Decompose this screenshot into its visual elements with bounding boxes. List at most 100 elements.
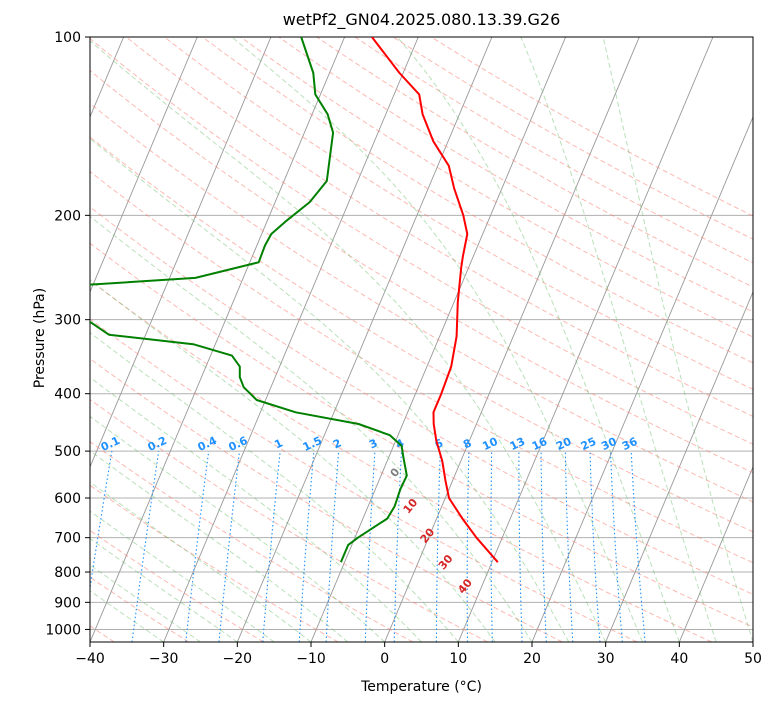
mixing-ratio-line (90, 451, 113, 592)
y-tick-label: 900 (54, 595, 81, 611)
y-tick-label: 500 (54, 444, 81, 460)
y-tick-label: 700 (54, 531, 81, 547)
moist-adiabat-line (90, 590, 164, 642)
dry-adiabat-line (90, 136, 753, 533)
isotherm-line (531, 115, 753, 642)
mixing-ratio-label: 30 (599, 435, 619, 453)
mixing-ratio-line (490, 451, 493, 642)
y-tick-label: 300 (54, 313, 81, 329)
isotherm-line (384, 37, 640, 642)
dry-adiabat-line (90, 242, 753, 628)
dry-adiabat-line (90, 170, 753, 564)
moist-adiabat-line (520, 37, 717, 642)
x-tick-label: −30 (149, 651, 179, 667)
mixing-ratio-label: 1 (272, 436, 284, 451)
x-tick-label: 30 (597, 651, 615, 667)
mixing-ratio-line (435, 451, 441, 642)
dry-adiabat-line (278, 37, 753, 313)
dry-adiabat-line (90, 318, 638, 642)
dry-adiabat-line (90, 206, 753, 595)
moist-adiabat-line (90, 481, 312, 642)
isotherm-line (605, 290, 753, 642)
background-lines (90, 37, 753, 642)
dry-adiabat-line (90, 529, 264, 642)
dry-adiabat-line (163, 37, 753, 390)
mixing-ratio-line (466, 451, 470, 642)
moist-adiabat-line (90, 332, 459, 642)
moist-adiabat-line (90, 510, 275, 642)
dry-adiabat-line (316, 37, 753, 288)
isotherm-line (678, 465, 753, 642)
mixing-ratio-label: 10 (480, 435, 500, 453)
dry-adiabat-line (90, 102, 753, 503)
isotherm-line (163, 37, 419, 642)
mixing-ratio-label: 13 (508, 435, 527, 453)
profiles (90, 37, 499, 563)
mixing-ratio-line (131, 451, 160, 642)
mixing-ratio-label: 25 (579, 435, 598, 453)
isotherm-line (90, 37, 125, 119)
dry-adiabat-label: -10 (0, 417, 20, 441)
dry-adiabat-line (90, 358, 563, 642)
mixing-ratio-line (564, 451, 574, 642)
x-tick-label: 0 (380, 651, 389, 667)
isotherm-line (90, 37, 198, 294)
dry-adiabat-line (90, 576, 190, 642)
dry-adiabat-line (240, 37, 753, 338)
dry-adiabat-line (430, 37, 753, 217)
chart-title: wetPf2_GN04.2025.080.13.39.G26 (282, 10, 561, 29)
moist-adiabat-line (90, 215, 533, 642)
mixing-ratio-label: 36 (620, 435, 640, 453)
mixing-ratio-line (393, 451, 403, 642)
moist-adiabat-line (602, 37, 753, 642)
isotherm-line (90, 37, 346, 642)
dry-adiabat-line (90, 280, 712, 642)
dry-adiabat-line (392, 37, 753, 240)
dry-adiabat-line (90, 69, 753, 474)
moist-adiabat-line (90, 376, 422, 642)
x-tick-label: −10 (296, 651, 326, 667)
dry-adiabat-line (90, 37, 753, 445)
y-axis-label: Pressure (hPa) (32, 287, 48, 389)
moist-adiabat-label: 20 (418, 525, 438, 545)
moist-adiabat-line (397, 37, 680, 642)
dry-adiabat-line (354, 37, 753, 264)
dry-adiabat-line (90, 625, 115, 642)
moist-adiabat-line (231, 37, 643, 642)
dewpoint-profile-line (90, 37, 408, 563)
isotherm-line (752, 640, 753, 642)
mixing-ratio-line (589, 451, 601, 642)
x-axis-label: Temperature (°C) (361, 679, 482, 695)
moist-adiabat-line (90, 279, 496, 642)
mixing-ratio-line (298, 451, 315, 642)
y-tick-label: 400 (54, 387, 81, 403)
moist-adiabat-line (90, 137, 570, 642)
x-tick-label: 40 (670, 651, 688, 667)
y-tick-label: 600 (54, 491, 81, 507)
y-tick-label: 100 (54, 30, 81, 46)
mixing-ratio-label: 16 (530, 435, 550, 453)
y-tick-label: 800 (54, 565, 81, 581)
dry-adiabat-line (90, 484, 339, 642)
y-tick-label: 200 (54, 208, 81, 224)
mixing-ratio-label: 3 (367, 436, 379, 451)
moist-adiabat-line (90, 450, 349, 642)
moist-adiabat-line (90, 537, 238, 642)
isotherm-line (457, 37, 714, 642)
mixing-ratio-line (185, 451, 210, 642)
x-tick-label: −40 (75, 651, 105, 667)
plot-frame (89, 36, 754, 643)
moist-adiabat-label: 30 (436, 552, 456, 572)
mixing-ratio-label: 20 (554, 435, 574, 453)
moist-adiabat-line (90, 415, 386, 642)
moist-adiabat-label: 10 (401, 496, 421, 516)
temperature-profile-line (371, 37, 499, 563)
y-tick-label: 1000 (45, 622, 81, 638)
dry-adiabat-line (90, 398, 488, 642)
x-tick-label: 50 (744, 651, 762, 667)
x-tick-label: 10 (449, 651, 467, 667)
dry-adiabat-line (90, 441, 414, 642)
dry-adiabat-line (202, 37, 753, 364)
x-tick-label: 20 (523, 651, 541, 667)
